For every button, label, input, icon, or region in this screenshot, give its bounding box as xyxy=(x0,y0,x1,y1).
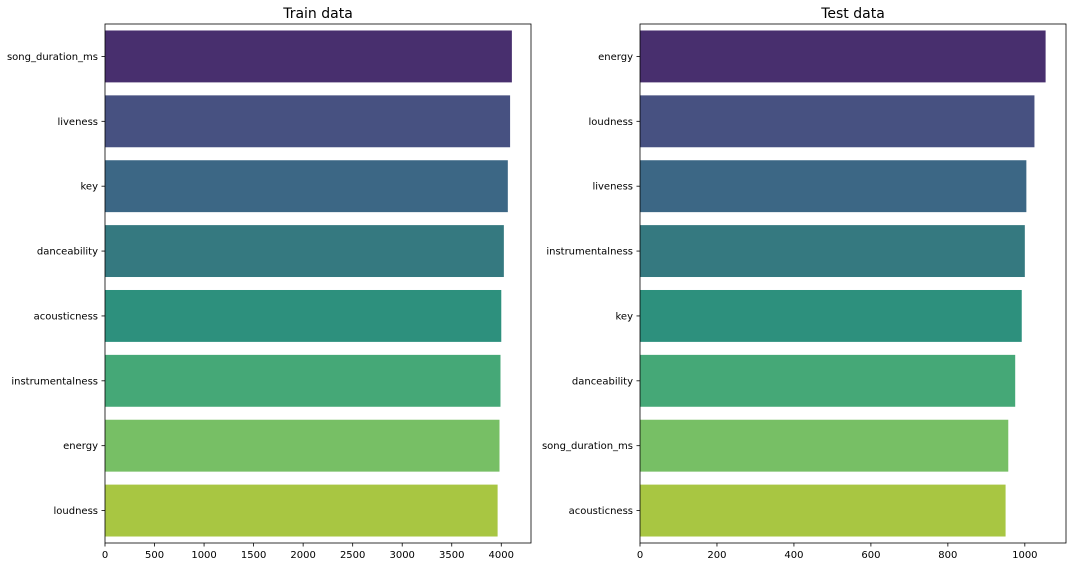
x-tick-label: 200 xyxy=(707,550,726,561)
y-tick-label: acousticness xyxy=(569,506,633,517)
bar-energy xyxy=(105,419,500,472)
x-tick-label: 2000 xyxy=(290,550,315,561)
bar-loudness xyxy=(105,484,498,537)
y-tick-label: energy xyxy=(63,441,98,452)
y-tick-label: instrumentalness xyxy=(546,247,633,258)
bar-danceability xyxy=(640,354,1016,407)
bar-key xyxy=(105,160,508,213)
y-tick-label: song_duration_ms xyxy=(542,441,633,452)
test-data-chart: Test data energy loudness liveness instrumen… xyxy=(542,6,1067,561)
axes-frame xyxy=(639,23,1067,544)
x-tick-label: 1500 xyxy=(241,550,266,561)
y-tick-label: acousticness xyxy=(34,311,98,322)
x-tick-label: 4000 xyxy=(489,550,514,561)
y-tick-label: liveness xyxy=(592,182,633,193)
y-tick-label: instrumentalness xyxy=(11,376,98,387)
y-tick-label: energy xyxy=(598,52,633,63)
x-tick-label: 1000 xyxy=(191,550,216,561)
x-tick-label: 3500 xyxy=(439,550,464,561)
y-tick-label: key xyxy=(615,311,633,322)
x-tick-label: 400 xyxy=(784,550,803,561)
bar-acousticness xyxy=(105,289,502,342)
x-tick-label: 0 xyxy=(102,550,108,561)
x-tick-label: 2500 xyxy=(340,550,365,561)
y-tick-label: danceability xyxy=(37,247,98,258)
bar-instrumentalness xyxy=(640,225,1025,278)
y-tick-label: song_duration_ms xyxy=(7,52,98,63)
x-tick-label: 500 xyxy=(145,550,164,561)
x-tick-label: 3000 xyxy=(389,550,414,561)
axes-frame xyxy=(104,23,532,544)
bar-liveness xyxy=(105,95,511,148)
y-tick-label: loudness xyxy=(54,506,99,517)
bar-energy xyxy=(640,30,1046,83)
chart-title: Test data xyxy=(820,6,885,22)
bar-loudness xyxy=(640,95,1035,148)
y-tick-label: loudness xyxy=(589,117,634,128)
bar-danceability xyxy=(105,225,504,278)
bar-song-duration-ms xyxy=(105,30,512,83)
bar-instrumentalness xyxy=(105,354,501,407)
bar-acousticness xyxy=(640,484,1006,537)
x-tick-label: 1000 xyxy=(1012,550,1037,561)
bar-liveness xyxy=(640,160,1027,213)
y-tick-label: danceability xyxy=(572,376,633,387)
y-tick-label: key xyxy=(80,182,98,193)
bar-song-duration-ms xyxy=(640,419,1009,472)
x-tick-label: 800 xyxy=(938,550,957,561)
x-tick-label: 600 xyxy=(861,550,880,561)
train-data-chart: Train data song_duration_ms liveness key dan… xyxy=(7,6,532,561)
y-tick-label: liveness xyxy=(57,117,98,128)
chart-title: Train data xyxy=(282,6,353,22)
x-tick-label: 0 xyxy=(637,550,643,561)
bar-key xyxy=(640,289,1022,342)
